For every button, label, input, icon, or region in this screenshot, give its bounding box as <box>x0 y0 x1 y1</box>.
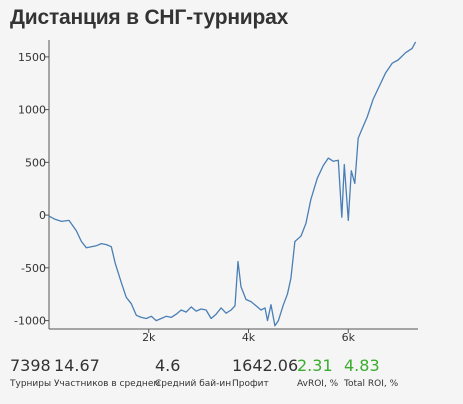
stat-total-roi: 4.83 Total ROI, % <box>344 356 398 391</box>
stat-avg-buyin: 4.6 Средний бай-ин <box>155 356 231 391</box>
x-tick-label: 4k <box>242 331 256 344</box>
stat-label: Участников в среднем <box>54 379 161 389</box>
y-tick-label: 500 <box>25 156 46 169</box>
x-tick-label: 6k <box>342 331 356 344</box>
stat-value: 4.6 <box>155 356 181 375</box>
stat-tournaments: 7398 Турниры <box>10 356 51 391</box>
stat-value: 4.83 <box>344 356 380 375</box>
stat-label: AvROI, % <box>297 379 339 389</box>
y-tick-label: -500 <box>21 262 46 275</box>
stat-label: Турниры <box>10 379 52 389</box>
stat-value: 7398 <box>10 356 51 375</box>
y-tick-label: 1000 <box>18 104 46 117</box>
stat-value: 14.67 <box>54 356 100 375</box>
stat-avg-participants: 14.67 Участников в среднем <box>54 356 160 391</box>
stat-profit: 1642.06 Профит <box>232 356 298 391</box>
stats-bar: 7398 Турниры 14.67 Участников в среднем … <box>0 356 463 396</box>
stat-label: Total ROI, % <box>344 379 399 389</box>
chart-title: Дистанция в СНГ-турнирах <box>10 6 289 29</box>
y-tick-label: 0 <box>39 209 46 222</box>
y-tick-label: -1000 <box>14 315 46 328</box>
stat-label: Профит <box>232 379 269 389</box>
y-tick-label: 1500 <box>18 51 46 64</box>
line-chart: 1500 1000 500 0 -500 -1000 2k 4k 6k <box>14 40 418 344</box>
stat-label: Средний бай-ин <box>155 379 232 389</box>
stat-value: 2.31 <box>297 356 333 375</box>
series-line <box>48 41 417 327</box>
x-tick-label: 2k <box>142 331 156 344</box>
stat-avroi: 2.31 AvROI, % <box>297 356 338 391</box>
stat-value: 1642.06 <box>232 356 299 375</box>
